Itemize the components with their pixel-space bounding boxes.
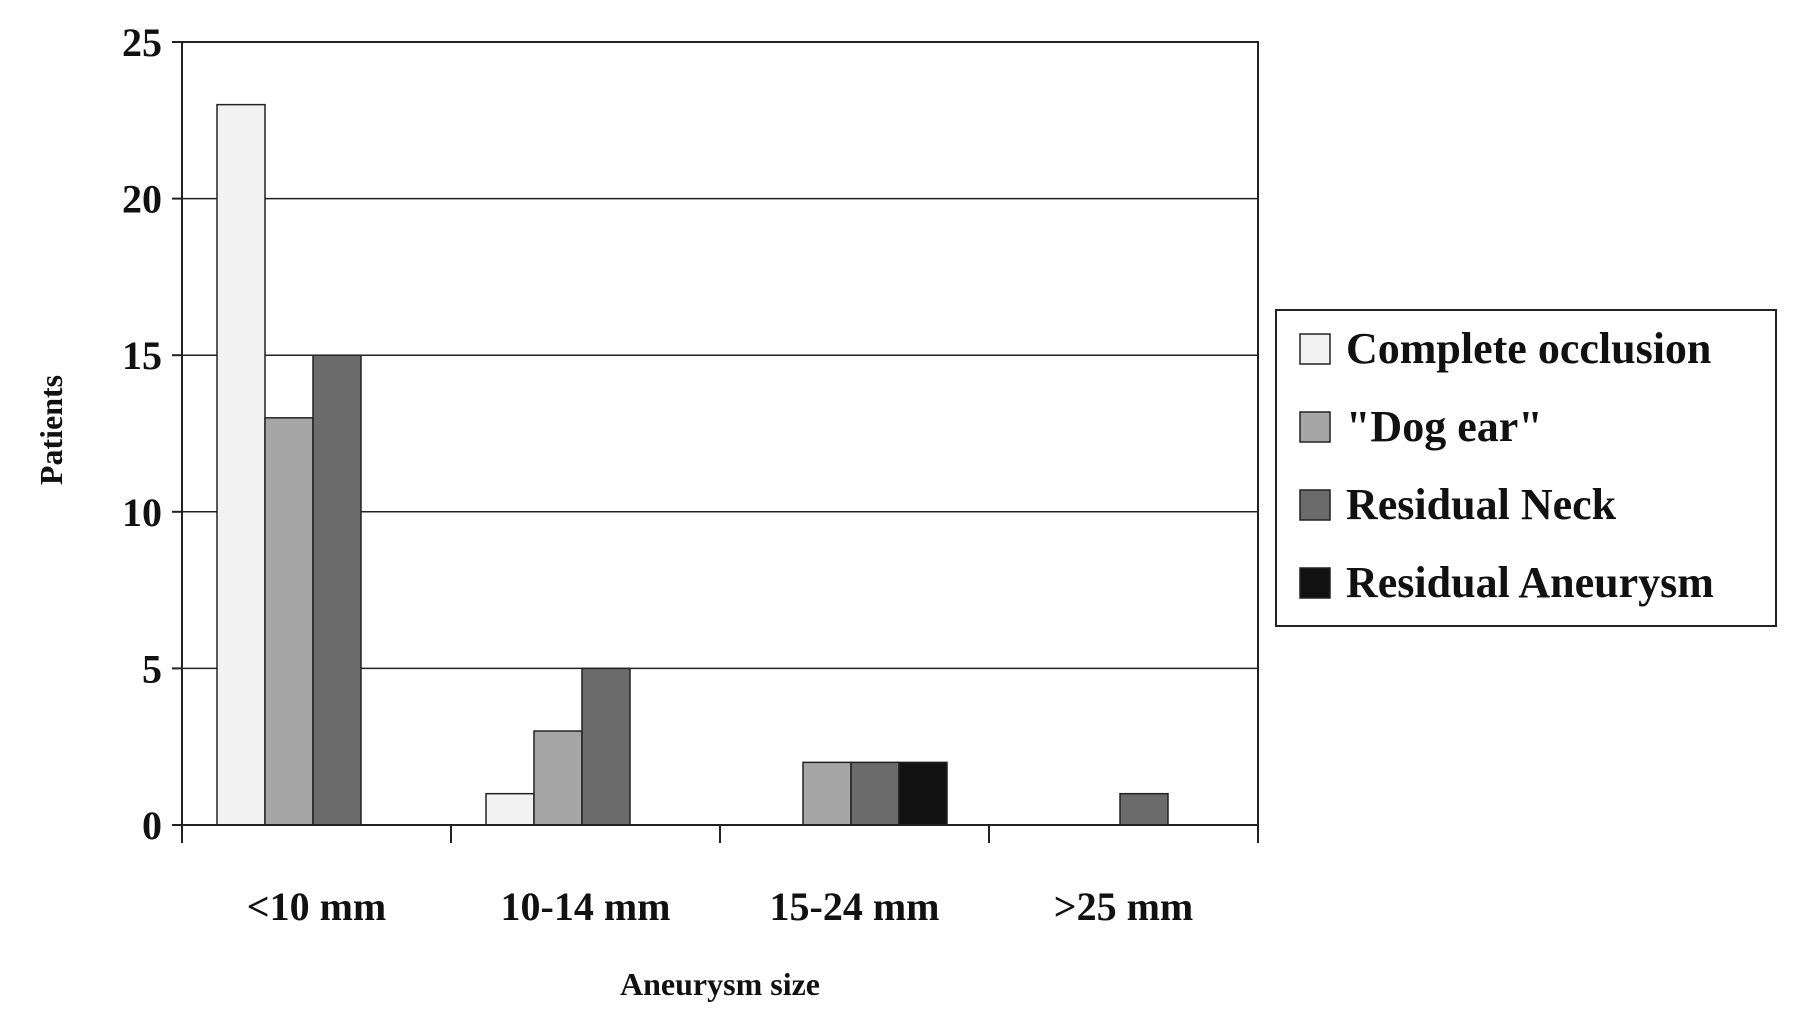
x-tick-label: >25 mm xyxy=(1054,884,1193,929)
legend-label: Complete occlusion xyxy=(1346,324,1711,373)
y-axis-title: Patients xyxy=(33,375,69,485)
y-tick-label: 25 xyxy=(122,20,162,65)
legend-swatch xyxy=(1299,489,1331,521)
y-tick-label: 5 xyxy=(142,646,162,691)
legend: Complete occlusion "Dog ear" Residual Neck… xyxy=(1275,309,1777,627)
legend-swatch xyxy=(1299,333,1331,365)
y-tick-label: 10 xyxy=(122,490,162,535)
y-ticks: 0 5 10 15 20 25 xyxy=(122,20,182,848)
bar xyxy=(581,667,631,826)
bar xyxy=(312,354,362,826)
legend-swatch xyxy=(1299,411,1331,443)
bar xyxy=(850,761,900,826)
legend-label: Residual Aneurysm xyxy=(1346,558,1714,607)
bar xyxy=(216,103,266,826)
bars xyxy=(216,103,1169,826)
bar xyxy=(898,761,948,826)
bar xyxy=(533,730,583,826)
x-tick-label: <10 mm xyxy=(247,884,386,929)
y-tick-label: 0 xyxy=(142,803,162,848)
bar xyxy=(264,417,314,826)
x-tick-label: 10-14 mm xyxy=(501,884,671,929)
y-tick-label: 15 xyxy=(122,333,162,378)
bar xyxy=(485,792,535,826)
bar xyxy=(1119,792,1169,826)
legend-swatch xyxy=(1299,567,1331,599)
legend-box xyxy=(1275,309,1777,627)
y-tick-label: 20 xyxy=(122,177,162,222)
x-axis-title: Aneurysm size xyxy=(620,966,820,1002)
bar xyxy=(802,761,852,826)
x-tick-label: 15-24 mm xyxy=(770,884,940,929)
x-ticks: <10 mm 10-14 mm 15-24 mm >25 mm xyxy=(181,825,1259,929)
legend-label: Residual Neck xyxy=(1346,480,1617,529)
legend-label: "Dog ear" xyxy=(1346,402,1543,451)
